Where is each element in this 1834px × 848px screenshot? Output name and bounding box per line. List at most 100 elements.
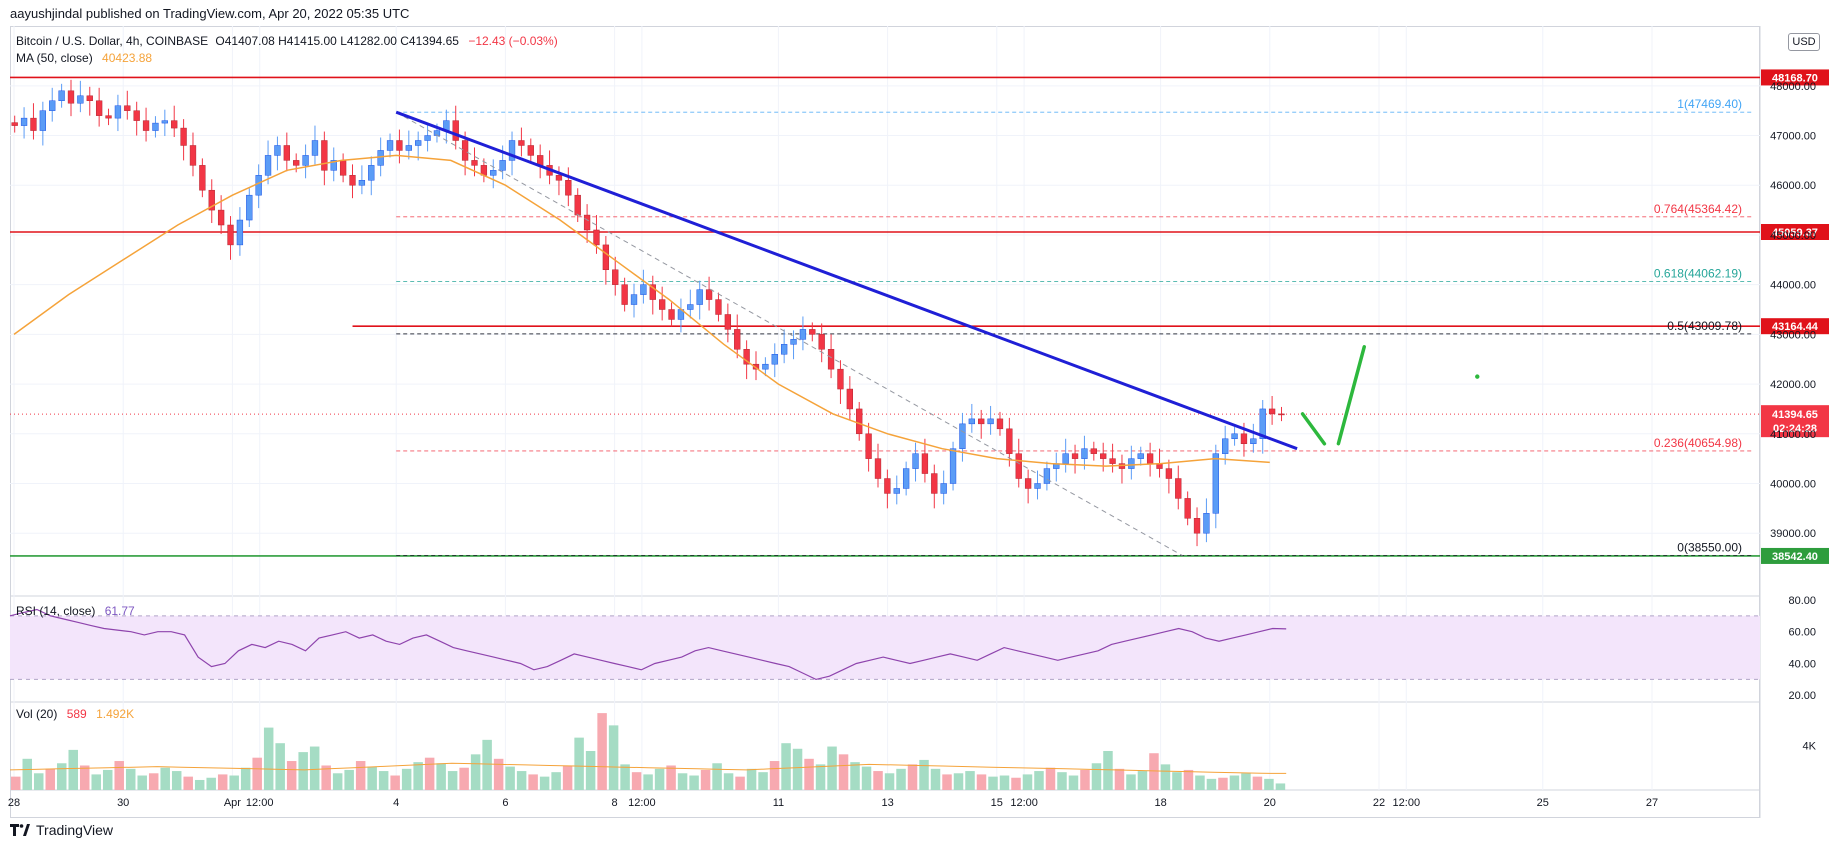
volume-bar xyxy=(321,765,331,790)
volume-bar xyxy=(1229,775,1240,790)
volume-bars xyxy=(9,713,1287,790)
time-tick-label: 20 xyxy=(1264,797,1276,809)
candle-body xyxy=(1137,453,1144,459)
candle-body xyxy=(931,473,938,494)
candle-body xyxy=(1203,513,1210,534)
candle-body xyxy=(180,127,187,146)
candle-body xyxy=(11,122,18,126)
bearish-trendline xyxy=(395,110,1298,451)
time-tick-label: 6 xyxy=(502,797,508,809)
candle-body xyxy=(527,145,534,156)
volume-bar xyxy=(873,771,883,790)
candle-body xyxy=(705,289,713,300)
currency-button[interactable]: USD xyxy=(1788,33,1820,51)
tradingview-logo[interactable]: TradingView xyxy=(10,822,113,838)
volume-bar xyxy=(1080,769,1090,790)
candle-body xyxy=(1278,413,1285,416)
candle-body xyxy=(902,468,910,489)
volume-bar xyxy=(33,773,44,790)
candle-body xyxy=(339,160,347,176)
publisher-line: aayushjindal published on TradingView.co… xyxy=(10,6,410,21)
tradingview-logo-icon xyxy=(10,824,30,836)
candle-body xyxy=(846,388,853,410)
level-badge xyxy=(1761,318,1829,335)
candle-body xyxy=(865,433,872,459)
candle-body xyxy=(227,224,234,246)
candle-body xyxy=(987,418,994,425)
candle-body xyxy=(1250,438,1257,444)
ma-label: MA (50, close) xyxy=(16,51,93,65)
volume-legend[interactable]: Vol (20) 589 1.492K xyxy=(16,707,134,721)
time-axis: 28 30 Apr 12:00 4 6 8 12:00 11 13 15 12:00 18 20 22 12:… xyxy=(8,797,1658,809)
volume-bar xyxy=(689,775,699,790)
change-value: −12.43 (−0.03%) xyxy=(468,34,558,48)
candle-body xyxy=(771,354,778,365)
volume-bar xyxy=(137,775,147,790)
candle-body xyxy=(1015,453,1022,479)
ohlc-values: O41407.08 H41415.00 L41282.00 C41394.65 xyxy=(215,34,459,48)
candle-body xyxy=(105,115,112,119)
candle-body xyxy=(912,453,919,469)
time-tick-label: 12:00 xyxy=(246,797,274,809)
fib-level-label: 0.764(45364.42) xyxy=(1654,202,1742,216)
time-tick-label: 18 xyxy=(1154,797,1166,809)
volume-bar xyxy=(390,775,400,790)
candle-body xyxy=(377,150,384,166)
candle-body xyxy=(752,363,760,370)
time-tick-label: 13 xyxy=(881,797,893,809)
volume-bar xyxy=(424,757,435,790)
volume-bar xyxy=(1195,775,1205,790)
ma-legend[interactable]: MA (50, close) 40423.88 xyxy=(16,51,152,65)
volume-bar xyxy=(1068,775,1079,790)
volume-bar xyxy=(436,763,446,790)
candle-body xyxy=(508,140,516,161)
volume-bar xyxy=(781,743,791,790)
volume-bar xyxy=(470,754,481,790)
volume-bar xyxy=(160,767,170,790)
volume-bar xyxy=(1218,777,1228,790)
volume-bar xyxy=(493,758,504,790)
footer-brand: TradingView xyxy=(36,822,114,838)
rsi-legend[interactable]: RSI (14, close) 61.77 xyxy=(16,604,135,618)
projection-rise xyxy=(1336,345,1366,446)
volume-bar xyxy=(850,762,860,790)
candle-body xyxy=(1175,478,1182,499)
candle-body xyxy=(77,95,84,104)
volume-bar xyxy=(712,763,722,790)
candle-body xyxy=(612,269,619,285)
candle-body xyxy=(940,483,947,494)
time-tick-label: 8 xyxy=(612,797,618,809)
candle-body xyxy=(452,120,459,141)
price-tick-label: 45000.00 xyxy=(1770,230,1816,242)
volume-bar xyxy=(631,772,642,790)
volume-bar xyxy=(597,713,607,790)
price-tick-label: 48000.00 xyxy=(1770,81,1816,93)
candle-body xyxy=(809,329,816,335)
volume-bar xyxy=(275,743,285,790)
volume-bar xyxy=(1172,772,1182,790)
volume-bar xyxy=(1149,753,1159,790)
rsi-value: 61.77 xyxy=(104,604,135,618)
time-tick-label: 27 xyxy=(1646,797,1658,809)
volume-bar xyxy=(620,764,630,790)
candle-body xyxy=(1090,448,1097,454)
candle-body xyxy=(593,229,600,246)
candle-body xyxy=(640,284,647,295)
candle-body xyxy=(405,145,412,151)
symbol-legend[interactable]: Bitcoin / U.S. Dollar, 4h, COINBASE O414… xyxy=(16,34,558,48)
volume-bar xyxy=(700,769,711,790)
level-badge-label: 38542.40 xyxy=(1772,551,1818,563)
candle-body xyxy=(696,289,703,305)
volume-bar xyxy=(298,752,308,790)
volume-bar xyxy=(102,769,113,790)
volume-bar xyxy=(643,774,653,790)
candle-body xyxy=(133,110,140,121)
price-tick-label: 47000.00 xyxy=(1770,131,1816,143)
candle-body xyxy=(461,140,469,161)
current-price-badge xyxy=(1761,405,1829,438)
candle-body xyxy=(1006,428,1013,454)
candle-body xyxy=(358,180,366,186)
volume-bar xyxy=(206,777,216,790)
volume-bar xyxy=(459,767,469,790)
